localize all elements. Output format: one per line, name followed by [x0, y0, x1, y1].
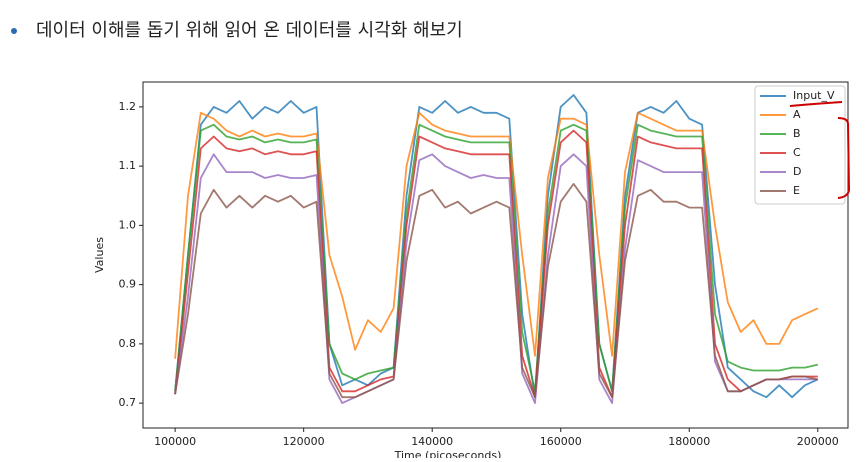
legend-label: D [793, 165, 801, 178]
plot-frame [142, 81, 849, 429]
heading: 데이터 이해를 돕기 위해 읽어 온 데이터를 시각화 해보기 [36, 20, 463, 41]
y-tick-label: 1.2 [119, 100, 137, 113]
lines [174, 94, 819, 404]
y-tick-label: 0.9 [119, 278, 137, 291]
x-tick-label: 180000 [668, 435, 710, 448]
annotation-bracket [837, 117, 851, 199]
x-tick-label: 120000 [283, 435, 325, 448]
series-line [174, 123, 819, 393]
series-line [174, 129, 818, 399]
y-tick-label: 1.0 [119, 218, 137, 231]
x-tick-label: 100000 [154, 435, 196, 448]
y-axis-label: Values [93, 237, 106, 273]
legend-label: Input_V [793, 89, 835, 102]
y-tick-label: 0.8 [119, 337, 137, 350]
bullet [11, 28, 17, 34]
legend-label: B [793, 127, 801, 140]
y-tick-label: 0.7 [119, 396, 137, 409]
series-line [174, 94, 819, 399]
x-axis-label: Time (picoseconds) [394, 449, 502, 458]
annotation-underline [789, 101, 843, 107]
y-tick-label: 1.1 [119, 159, 137, 172]
legend-label: E [793, 184, 800, 197]
series-line [174, 111, 819, 359]
x-tick-label: 140000 [411, 435, 453, 448]
series-line [174, 183, 818, 399]
series-line [174, 153, 818, 404]
legend-label: A [793, 108, 801, 121]
x-tick-label: 160000 [540, 435, 582, 448]
legend-label: C [793, 146, 801, 159]
x-tick-label: 200000 [797, 435, 839, 448]
